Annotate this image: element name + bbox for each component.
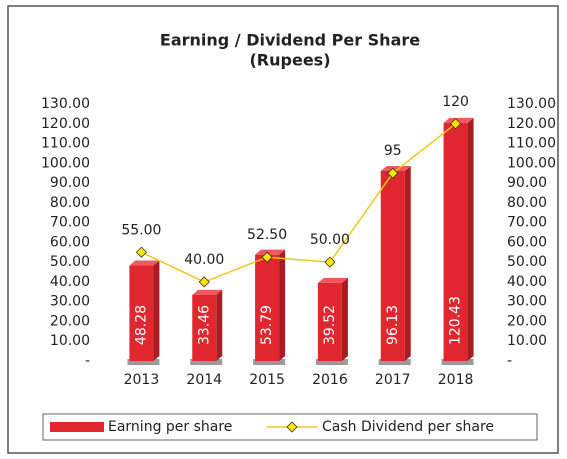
y-tick-label: 70.00 <box>50 215 90 231</box>
y-tick-label: 50.00 <box>50 254 90 270</box>
bar-side <box>279 249 286 361</box>
y-tick-label: 120.00 <box>41 116 90 132</box>
legend-label: Cash Dividend per share <box>322 419 494 435</box>
bar-side <box>341 277 348 361</box>
y-tick-label: 100.00 <box>41 155 90 171</box>
x-tick-label: 2015 <box>249 372 285 388</box>
x-tick-label: 2016 <box>312 372 348 388</box>
y-tick-label: 90.00 <box>50 175 90 191</box>
y2-tick-label: 80.00 <box>507 195 547 211</box>
line-marker <box>261 251 273 263</box>
bar-shadow <box>190 359 223 365</box>
bar-top <box>255 249 286 255</box>
bar <box>443 122 468 361</box>
bar-top <box>380 165 411 171</box>
y2-tick-label: 110.00 <box>507 136 556 152</box>
y2-tick-label: 40.00 <box>507 274 547 290</box>
y2-tick-label: 10.00 <box>507 333 547 349</box>
x-tick-label: 2014 <box>186 372 222 388</box>
bar-side <box>153 260 160 361</box>
bar-value-label: 48.28 <box>133 305 149 345</box>
x-tick-label: 2017 <box>375 372 411 388</box>
line-marker <box>387 167 399 179</box>
y-tick-label: 80.00 <box>50 195 90 211</box>
x-tick-label: 2018 <box>438 372 474 388</box>
bar <box>380 170 405 361</box>
y2-tick-label: 60.00 <box>507 234 547 250</box>
y2-tick-label: 90.00 <box>507 175 547 191</box>
bar-side <box>404 165 411 361</box>
bar-top <box>129 260 160 266</box>
line-value-label: 55.00 <box>121 222 161 238</box>
bar-value-label: 96.13 <box>385 305 401 345</box>
bar-shadow <box>378 359 411 365</box>
bar-shadow <box>315 359 348 365</box>
line-marker <box>450 118 462 130</box>
legend-swatch <box>50 422 104 432</box>
bar <box>255 254 280 361</box>
bar <box>129 265 154 361</box>
y2-tick-label: 100.00 <box>507 155 556 171</box>
bar-top <box>192 289 223 295</box>
bar <box>192 294 217 361</box>
y2-tick-label: 130.00 <box>507 96 556 112</box>
bar-side <box>216 289 223 361</box>
bar-value-label: 120.43 <box>448 296 464 345</box>
bar-value-label: 53.79 <box>259 305 275 345</box>
y2-tick-label: 50.00 <box>507 254 547 270</box>
bar-value-label: 33.46 <box>196 305 212 345</box>
y2-tick-label: 20.00 <box>507 313 547 329</box>
bar-shadow <box>253 359 286 365</box>
x-tick-label: 2013 <box>124 372 160 388</box>
y2-tick-label: - <box>507 353 512 369</box>
chart-title: Earning / Dividend Per Share <box>160 31 420 50</box>
bar-top <box>443 117 474 123</box>
line-value-label: 120 <box>442 94 469 110</box>
line <box>141 123 457 283</box>
line-marker <box>198 276 210 288</box>
line-value-label: 40.00 <box>184 252 224 268</box>
y-tick-label: 20.00 <box>50 313 90 329</box>
y-tick-label: 10.00 <box>50 333 90 349</box>
bar-shadow <box>441 359 474 365</box>
y-tick-label: 30.00 <box>50 294 90 310</box>
y2-tick-label: 30.00 <box>507 294 547 310</box>
line-value-label: 50.00 <box>310 232 350 248</box>
y2-tick-label: 70.00 <box>507 215 547 231</box>
chart-subtitle: (Rupees) <box>249 51 330 70</box>
legend-marker <box>286 421 298 433</box>
y-tick-label: 110.00 <box>41 136 90 152</box>
legend-label: Earning per share <box>108 419 232 435</box>
bar-value-label: 39.52 <box>322 305 338 345</box>
y-tick-label: - <box>85 353 90 369</box>
y-tick-label: 60.00 <box>50 234 90 250</box>
bar-shadow <box>127 359 160 365</box>
line-marker <box>324 256 336 268</box>
y-tick-label: 130.00 <box>41 96 90 112</box>
bar <box>317 282 342 361</box>
y2-tick-label: 120.00 <box>507 116 556 132</box>
line-value-label: 95 <box>384 143 402 159</box>
y-tick-label: 40.00 <box>50 274 90 290</box>
bar-side <box>467 117 474 361</box>
line-marker <box>135 246 147 258</box>
line-value-label: 52.50 <box>247 227 287 243</box>
bar-top <box>317 277 348 283</box>
